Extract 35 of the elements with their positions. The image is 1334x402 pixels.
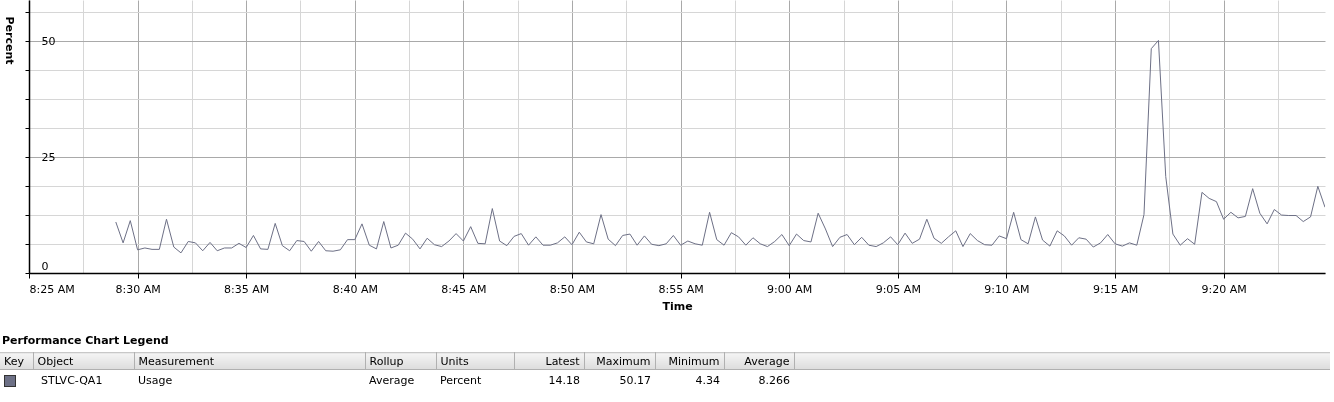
x-tick-label: 8:50 AM [549,282,596,296]
x-tick-label: 9:20 AM [1201,282,1247,296]
text: 50.17 [618,372,652,389]
y-tick-label: 50 [41,34,56,48]
text: 4.34 [694,372,721,389]
text: Average [724,352,794,370]
text: Measurement [134,352,365,370]
x-axis-title: Time [662,299,693,313]
text: Usage [137,372,174,389]
x-tick-label: 9:05 AM [875,282,921,296]
text: 8.266 [757,372,791,389]
x-tick-label: 9:10 AM [984,282,1030,296]
y-axis-title: Percent [2,16,16,65]
x-tick-label: 8:30 AM [115,282,161,296]
text: Units [436,352,514,370]
x-tick-label: 8:45 AM [441,282,487,296]
y-tick-label: 25 [41,150,56,164]
x-tick-label: 8:35 AM [224,282,270,296]
text: Object [33,352,134,370]
text: Maximum [584,352,655,370]
x-tick-label: 8:25 AM [29,282,75,296]
text: Rollup [365,352,436,370]
text: Latest [514,352,584,370]
x-tick-label: 8:55 AM [658,282,704,296]
text: Minimum [655,352,724,370]
legend-label: STLVC-QA1 [40,372,104,389]
y-tick-label: 0 [41,259,49,273]
text: Average [368,372,416,389]
text: Key [0,352,33,370]
legend-title: Performance Chart Legend [1,333,170,349]
x-tick-label: 9:00 AM [767,282,813,296]
x-tick-label: 8:40 AM [332,282,378,296]
text: 14.18 [547,372,581,389]
text: Percent [439,372,483,389]
x-tick-label: 9:15 AM [1092,282,1139,296]
